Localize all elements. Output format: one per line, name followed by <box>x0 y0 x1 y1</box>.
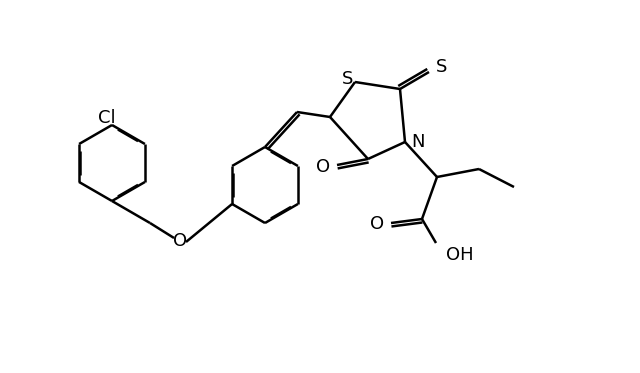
Text: S: S <box>436 58 447 76</box>
Text: OH: OH <box>446 246 474 264</box>
Text: N: N <box>411 133 424 151</box>
Text: O: O <box>370 215 384 233</box>
Text: Cl: Cl <box>98 109 116 127</box>
Text: O: O <box>316 158 330 176</box>
Text: S: S <box>342 70 354 88</box>
Text: O: O <box>173 232 187 250</box>
